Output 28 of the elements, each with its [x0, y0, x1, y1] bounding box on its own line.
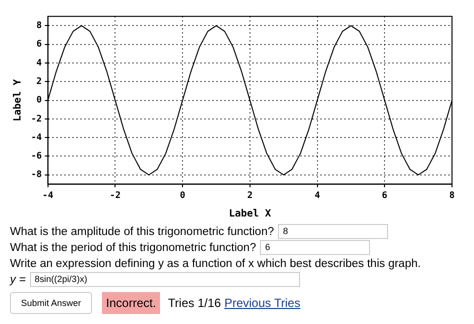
text: Tries 1/16	[168, 296, 221, 310]
x-axis-title: Label X	[228, 208, 271, 220]
text-field: 8sin((2pi/3)x)	[30, 272, 300, 288]
x-tick-label: 0	[180, 190, 186, 201]
y-tick-label: 6	[36, 40, 42, 50]
x-tick-label: -2	[110, 190, 121, 201]
x-tick-label: 6	[382, 190, 388, 201]
x-tick-label: 2	[247, 190, 253, 201]
y-axis-title: Label Y	[12, 79, 24, 122]
y-tick-label: -4	[30, 132, 42, 143]
x-tick-label: 8	[449, 190, 455, 201]
text: Previous Tries	[224, 296, 300, 310]
y-tick-label: -8	[30, 170, 42, 180]
y-tick-label: 8	[36, 21, 42, 32]
text-field: 6	[260, 240, 370, 256]
x-tick-label: 4	[314, 190, 321, 201]
y-tick-label: 0	[36, 96, 42, 106]
y-tick-label: 2	[36, 77, 42, 87]
y-tick-label: -2	[30, 114, 42, 124]
y-tick-label: 4	[36, 58, 42, 68]
text-field: 8	[278, 224, 388, 240]
text: What is the period of this trigonometric function?	[10, 242, 256, 254]
text: Incorrect.	[102, 292, 160, 314]
submit-button: Submit Answer	[10, 292, 92, 314]
text: Write an expression defining y as a function of x which best describes this graph.	[10, 257, 422, 272]
text: y =	[10, 274, 26, 286]
text: What is the amplitude of this trigonometric function?	[10, 226, 274, 238]
y-tick-label: -6	[30, 152, 42, 162]
